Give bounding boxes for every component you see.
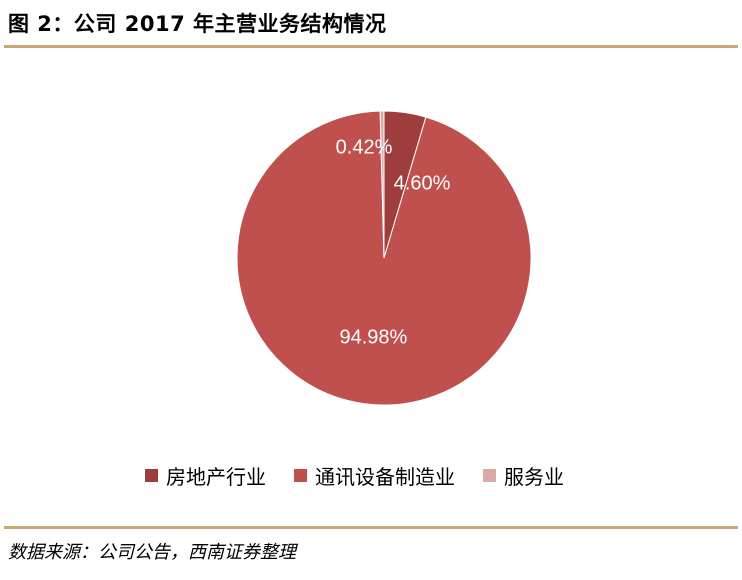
chart-legend: 房地产行业 通讯设备制造业 服务业: [145, 461, 592, 490]
legend-swatch-telecom-equipment: [294, 469, 307, 482]
source-note: 数据来源：公司公告，西南证券整理: [8, 542, 296, 563]
legend-label-real-estate: 房地产行业: [166, 465, 266, 489]
data-label-real-estate: 4.60%: [394, 172, 451, 194]
footer-divider: [4, 526, 738, 529]
legend-label-services: 服务业: [504, 465, 564, 489]
pie-chart: 4.60% 94.98% 0.42%: [236, 110, 532, 406]
legend-swatch-services: [483, 469, 496, 482]
legend-item-telecom-equipment: 通讯设备制造业: [294, 461, 455, 490]
legend-label-telecom-equipment: 通讯设备制造业: [315, 465, 455, 489]
legend-item-services: 服务业: [483, 461, 564, 490]
legend-swatch-real-estate: [145, 469, 158, 482]
data-label-services: 0.42%: [336, 136, 393, 158]
legend-item-real-estate: 房地产行业: [145, 461, 266, 490]
figure-title: 图 2：公司 2017 年主营业务结构情况: [8, 12, 387, 36]
data-label-telecom-equipment: 94.98%: [339, 326, 407, 348]
pie-slice-services: [379, 110, 385, 259]
title-divider: [4, 45, 738, 48]
